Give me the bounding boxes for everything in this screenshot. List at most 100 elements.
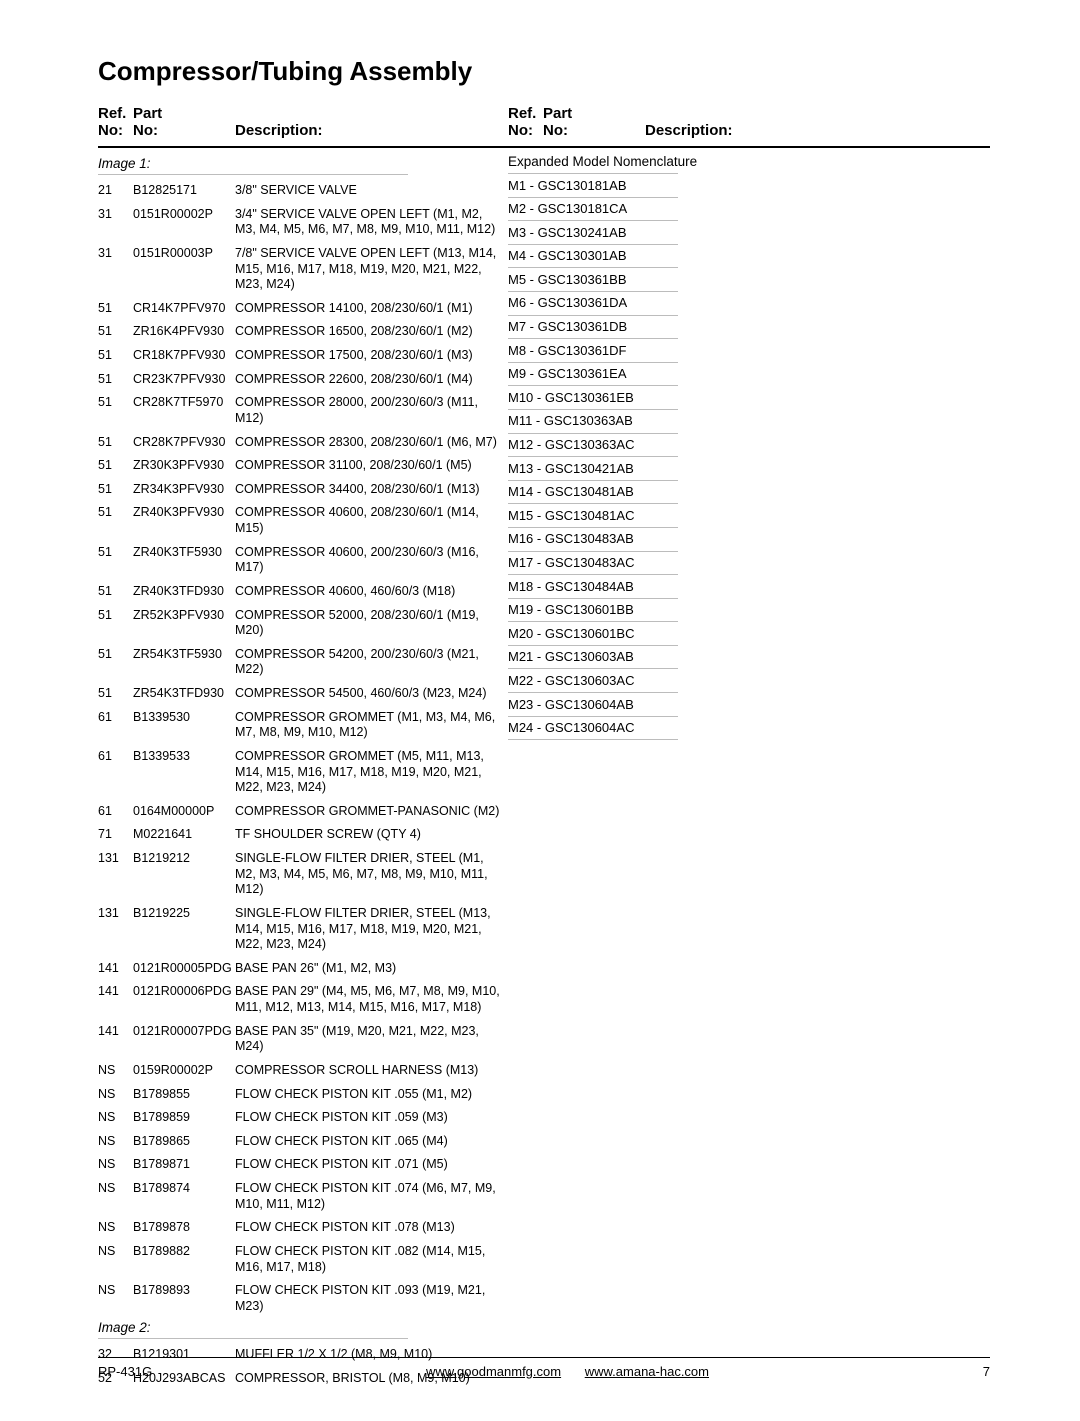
cell-ref: 51 [98,435,133,451]
left-column: Ref. No: Part No: Description: [98,105,508,146]
cell-desc: COMPRESSOR 31100, 208/230/60/1 (M5) [235,458,508,474]
table-row: 51CR28K7TF5970COMPRESSOR 28000, 200/230/… [98,391,508,430]
cell-desc: FLOW CHECK PISTON KIT .078 (M13) [235,1220,508,1236]
cell-ref: 61 [98,710,133,726]
cell-desc: COMPRESSOR 14100, 208/230/60/1 (M1) [235,301,508,317]
nomenclature-row: M4 - GSC130301AB [508,244,678,268]
footer-page-number: 7 [983,1364,990,1379]
cell-ref: 21 [98,183,133,199]
nomenclature-row: M2 - GSC130181CA [508,197,678,221]
cell-part: B1789859 [133,1110,235,1126]
nomenclature-row: M10 - GSC130361EB [508,385,678,409]
section-image2-label: Image 2: [98,1318,508,1335]
table-row: 131B1219225SINGLE-FLOW FILTER DRIER, STE… [98,902,508,957]
cell-ref: 51 [98,505,133,521]
cell-desc: FLOW CHECK PISTON KIT .059 (M3) [235,1110,508,1126]
cell-ref: 131 [98,851,133,867]
header-ref: Ref. No: [98,105,133,140]
cell-ref: NS [98,1110,133,1126]
header-part-r-l1: Part [543,105,572,122]
table-row: 51ZR40K3TFD930COMPRESSOR 40600, 460/60/3… [98,580,508,604]
cell-part: CR28K7PFV930 [133,435,235,451]
table-row: 51ZR54K3TF5930COMPRESSOR 54200, 200/230/… [98,643,508,682]
cell-ref: 51 [98,686,133,702]
cell-ref: 51 [98,608,133,624]
nomenclature-row: M12 - GSC130363AC [508,433,678,457]
page-title: Compressor/Tubing Assembly [98,56,990,87]
cell-part: ZR54K3TFD930 [133,686,235,702]
cell-ref: 141 [98,984,133,1000]
cell-part: B1789893 [133,1283,235,1299]
table-row: NSB1789855FLOW CHECK PISTON KIT .055 (M1… [98,1083,508,1107]
cell-desc: COMPRESSOR 54200, 200/230/60/3 (M21, M22… [235,647,508,678]
table-row: 310151R00003P7/8" SERVICE VALVE OPEN LEF… [98,242,508,297]
columns-wrapper: Ref. No: Part No: Description: Ref. No: … [98,105,990,146]
cell-desc: COMPRESSOR 22600, 208/230/60/1 (M4) [235,372,508,388]
cell-part: B1789865 [133,1134,235,1150]
cell-part: CR18K7PFV930 [133,348,235,364]
cell-part: 0121R00006PDG [133,984,235,1000]
cell-desc: COMPRESSOR GROMMET (M1, M3, M4, M6, M7, … [235,710,508,741]
table-row: 51ZR16K4PFV930COMPRESSOR 16500, 208/230/… [98,320,508,344]
table-row: 51ZR40K3TF5930COMPRESSOR 40600, 200/230/… [98,541,508,580]
page-container: Compressor/Tubing Assembly Ref. No: Part… [0,0,1080,1421]
table-row: 51ZR34K3PFV930COMPRESSOR 34400, 208/230/… [98,478,508,502]
cell-ref: 31 [98,246,133,262]
cell-desc: COMPRESSOR 28000, 200/230/60/3 (M11, M12… [235,395,508,426]
header-desc: Description: [235,122,508,139]
cell-desc: FLOW CHECK PISTON KIT .055 (M1, M2) [235,1087,508,1103]
cell-ref: 31 [98,207,133,223]
cell-ref: 51 [98,647,133,663]
cell-desc: FLOW CHECK PISTON KIT .065 (M4) [235,1134,508,1150]
table-row: NSB1789859FLOW CHECK PISTON KIT .059 (M3… [98,1106,508,1130]
table-row: NS0159R00002PCOMPRESSOR SCROLL HARNESS (… [98,1059,508,1083]
cell-ref: NS [98,1283,133,1299]
cell-desc: COMPRESSOR 28300, 208/230/60/1 (M6, M7) [235,435,508,451]
header-ref-l1: Ref. [98,105,126,122]
cell-ref: 51 [98,348,133,364]
cell-ref: NS [98,1181,133,1197]
footer-link-amana[interactable]: www.amana-hac.com [585,1364,709,1379]
table-row: NSB1789871FLOW CHECK PISTON KIT .071 (M5… [98,1153,508,1177]
cell-ref: NS [98,1134,133,1150]
nomenclature-header: Expanded Model Nomenclature [508,154,990,173]
cell-desc: 3/4" SERVICE VALVE OPEN LEFT (M1, M2, M3… [235,207,508,238]
header-part-r: Part No: [543,105,645,140]
cell-part: B12825171 [133,183,235,199]
cell-ref: NS [98,1063,133,1079]
table-row: 51ZR30K3PFV930COMPRESSOR 31100, 208/230/… [98,454,508,478]
cell-desc: 7/8" SERVICE VALVE OPEN LEFT (M13, M14, … [235,246,508,293]
cell-desc: BASE PAN 26" (M1, M2, M3) [235,961,508,977]
cell-desc: COMPRESSOR 40600, 200/230/60/3 (M16, M17… [235,545,508,576]
footer-doc-id: RP-431G [98,1364,152,1379]
cell-part: B1789882 [133,1244,235,1260]
cell-part: 0151R00002P [133,207,235,223]
cell-part: CR28K7TF5970 [133,395,235,411]
table-row: 61B1339533COMPRESSOR GROMMET (M5, M11, M… [98,745,508,800]
cell-ref: NS [98,1244,133,1260]
table-row: 51ZR40K3PFV930COMPRESSOR 40600, 208/230/… [98,501,508,540]
header-part: Part No: [133,105,235,140]
cell-part: ZR54K3TF5930 [133,647,235,663]
nomenclature-row: M24 - GSC130604AC [508,716,678,741]
nomenclature-row: M11 - GSC130363AB [508,409,678,433]
header-part-l1: Part [133,105,162,122]
table-row: 1410121R00007PDGBASE PAN 35" (M19, M20, … [98,1020,508,1059]
cell-ref: 51 [98,482,133,498]
cell-part: 0121R00007PDG [133,1024,235,1040]
cell-ref: 71 [98,827,133,843]
footer-link-goodman[interactable]: www.goodmanmfg.com [426,1364,561,1379]
table-row: 51ZR52K3PFV930COMPRESSOR 52000, 208/230/… [98,604,508,643]
cell-part: 0151R00003P [133,246,235,262]
cell-part: 0121R00005PDG [133,961,235,977]
table-row: 610164M00000PCOMPRESSOR GROMMET-PANASONI… [98,800,508,824]
right-column-header: Ref. No: Part No: Description: [508,105,990,146]
cell-ref: 141 [98,1024,133,1040]
cell-ref: 141 [98,961,133,977]
cell-desc: COMPRESSOR GROMMET-PANASONIC (M2) [235,804,508,820]
cell-desc: COMPRESSOR 52000, 208/230/60/1 (M19, M20… [235,608,508,639]
cell-part: CR23K7PFV930 [133,372,235,388]
cell-ref: NS [98,1087,133,1103]
cell-ref: 51 [98,324,133,340]
cell-part: B1219212 [133,851,235,867]
